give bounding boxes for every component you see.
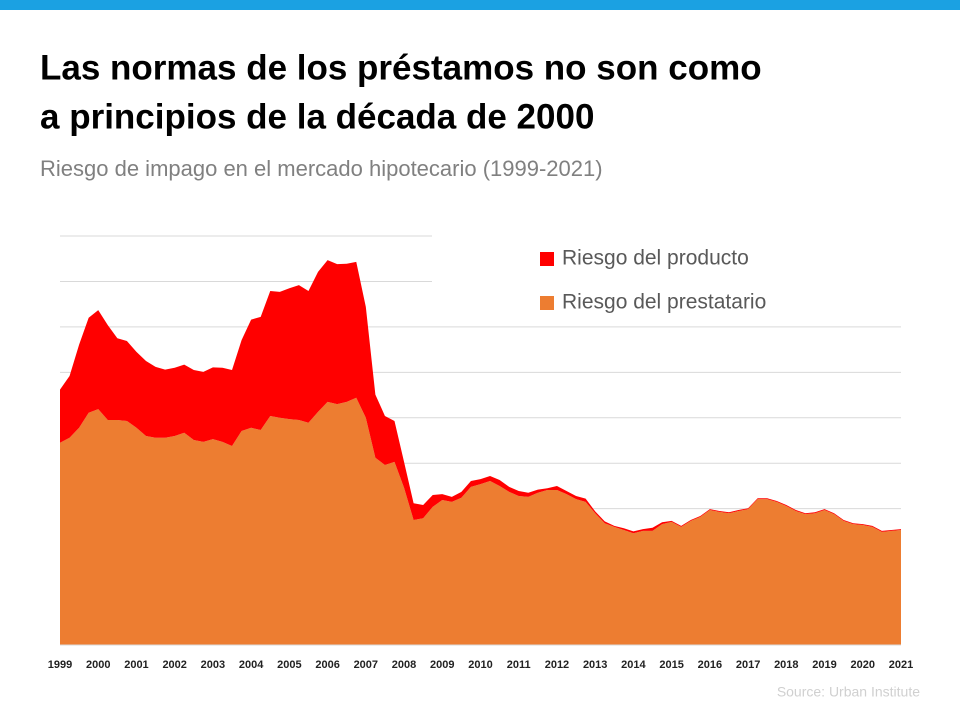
x-tick-label: 2007 [354, 659, 378, 671]
x-tick-label: 2003 [201, 659, 225, 671]
x-tick-label: 2017 [736, 659, 760, 671]
x-tick-label: 2009 [430, 659, 454, 671]
x-tick-label: 2006 [315, 659, 339, 671]
x-tick-label: 2015 [659, 659, 683, 671]
x-tick-label: 2018 [774, 659, 798, 671]
legend-label: Riesgo del prestatario [562, 291, 766, 314]
top-banner [0, 0, 960, 10]
x-tick-label: 2012 [545, 659, 569, 671]
x-tick-label: 2020 [851, 659, 875, 671]
area [60, 397, 901, 645]
x-tick-label: 2002 [162, 659, 186, 671]
legend-label: Riesgo del producto [562, 247, 749, 270]
title-line: a principios de la década de 2000 [40, 97, 594, 136]
x-tick-label: 2011 [507, 659, 531, 671]
x-tick-label: 2013 [583, 659, 607, 671]
x-tick-label: 2014 [621, 659, 646, 671]
x-tick-label: 2004 [239, 659, 264, 671]
area [60, 260, 901, 534]
source: Source: Urban Institute [777, 684, 920, 700]
x-tick-label: 2016 [698, 659, 722, 671]
x-tick-label: 2010 [468, 659, 492, 671]
legend-swatch [540, 296, 554, 310]
x-tick-label: 2000 [86, 659, 110, 671]
title-line: Las normas de los préstamos no son como [40, 48, 762, 87]
legend-background [432, 228, 907, 316]
legend-swatch [540, 252, 554, 266]
x-tick-label: 2021 [889, 659, 913, 671]
x-tick-label: 2001 [124, 659, 148, 671]
x-tick-label: 2019 [812, 659, 836, 671]
subtitle: Riesgo de impago en el mercado hipotecar… [40, 156, 603, 181]
x-tick-label: 2008 [392, 659, 416, 671]
x-tick-label: 1999 [48, 659, 72, 671]
x-tick-label: 2005 [277, 659, 301, 671]
